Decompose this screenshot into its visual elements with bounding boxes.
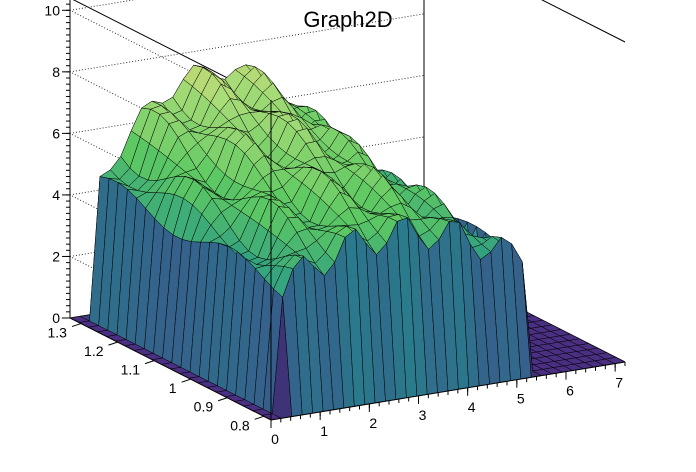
y-tick-label: 1 xyxy=(169,380,177,396)
x-tick-label: 4 xyxy=(468,399,476,415)
x-tick-label: 7 xyxy=(615,375,623,391)
y-tick xyxy=(217,397,228,402)
y-tick-label: 1.3 xyxy=(47,325,67,341)
chart-title: Graph2D xyxy=(303,7,392,32)
y-tick-label: 1.1 xyxy=(121,362,141,378)
z-tick-label: 0 xyxy=(52,310,60,326)
z-tick-label: 4 xyxy=(52,187,60,203)
z-tick-label: 10 xyxy=(44,2,60,18)
z-tick-label: 8 xyxy=(52,64,60,80)
y-tick xyxy=(71,323,82,328)
y-tick xyxy=(144,360,155,365)
x-tick-label: 0 xyxy=(271,431,279,447)
z-tick-label: 6 xyxy=(52,125,60,141)
y-tick xyxy=(108,341,118,346)
x-tick-label: 3 xyxy=(419,407,427,423)
x-tick-label: 1 xyxy=(320,423,328,439)
x-tick-label: 5 xyxy=(517,391,525,407)
y-tick xyxy=(181,378,191,383)
x-tick-label: 2 xyxy=(369,415,377,431)
z-gridline xyxy=(69,13,425,73)
x-tick-label: 6 xyxy=(566,383,574,399)
box-edge xyxy=(541,0,626,43)
surface-mesh xyxy=(69,64,626,421)
y-tick-label: 0.8 xyxy=(230,417,250,433)
y-tick-label: 1.2 xyxy=(84,343,104,359)
z-tick-label: 2 xyxy=(52,248,60,264)
box-edge xyxy=(69,317,272,421)
y-tick xyxy=(254,415,264,420)
y-tick-label: 0.9 xyxy=(194,399,214,415)
